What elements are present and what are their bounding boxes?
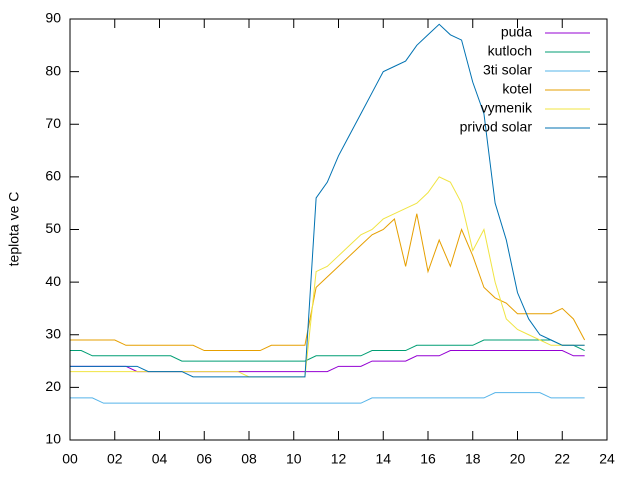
y-tick-label: 70	[45, 115, 61, 131]
x-tick-label: 10	[286, 451, 302, 467]
series-line	[70, 339, 585, 362]
legend-label: kutloch	[488, 43, 532, 59]
y-tick-label: 80	[45, 62, 61, 78]
y-tick-label: 60	[45, 168, 61, 184]
y-tick-label: 20	[45, 378, 61, 394]
x-tick-label: 12	[331, 451, 347, 467]
y-tick-label: 50	[45, 220, 61, 236]
x-tick-label: 04	[152, 451, 168, 467]
x-tick-label: 14	[375, 451, 391, 467]
x-tick-label: 20	[510, 451, 526, 467]
series-line	[70, 23, 585, 378]
x-tick-label: 22	[554, 451, 570, 467]
y-tick-label: 90	[45, 10, 61, 26]
x-tick-label: 24	[599, 451, 615, 467]
x-tick-label: 18	[465, 451, 481, 467]
y-tick-label: 10	[45, 431, 61, 447]
legend-label: privod solar	[460, 119, 533, 135]
x-tick-label: 02	[107, 451, 123, 467]
y-axis-label: teplota ve C	[6, 192, 22, 267]
x-tick-label: 06	[196, 451, 212, 467]
legend-label: kotel	[502, 81, 532, 97]
legend-label: puda	[501, 24, 532, 40]
plot-border	[69, 18, 608, 441]
x-tick-label: 00	[62, 451, 78, 467]
legend-label: 3ti solar	[483, 62, 532, 78]
series-line	[70, 213, 586, 352]
legend-label: vymenik	[481, 100, 533, 116]
x-tick-label: 08	[241, 451, 257, 467]
series-line	[70, 392, 585, 404]
x-tick-label: 16	[420, 451, 436, 467]
y-tick-label: 30	[45, 325, 61, 341]
y-tick-label: 40	[45, 273, 61, 289]
